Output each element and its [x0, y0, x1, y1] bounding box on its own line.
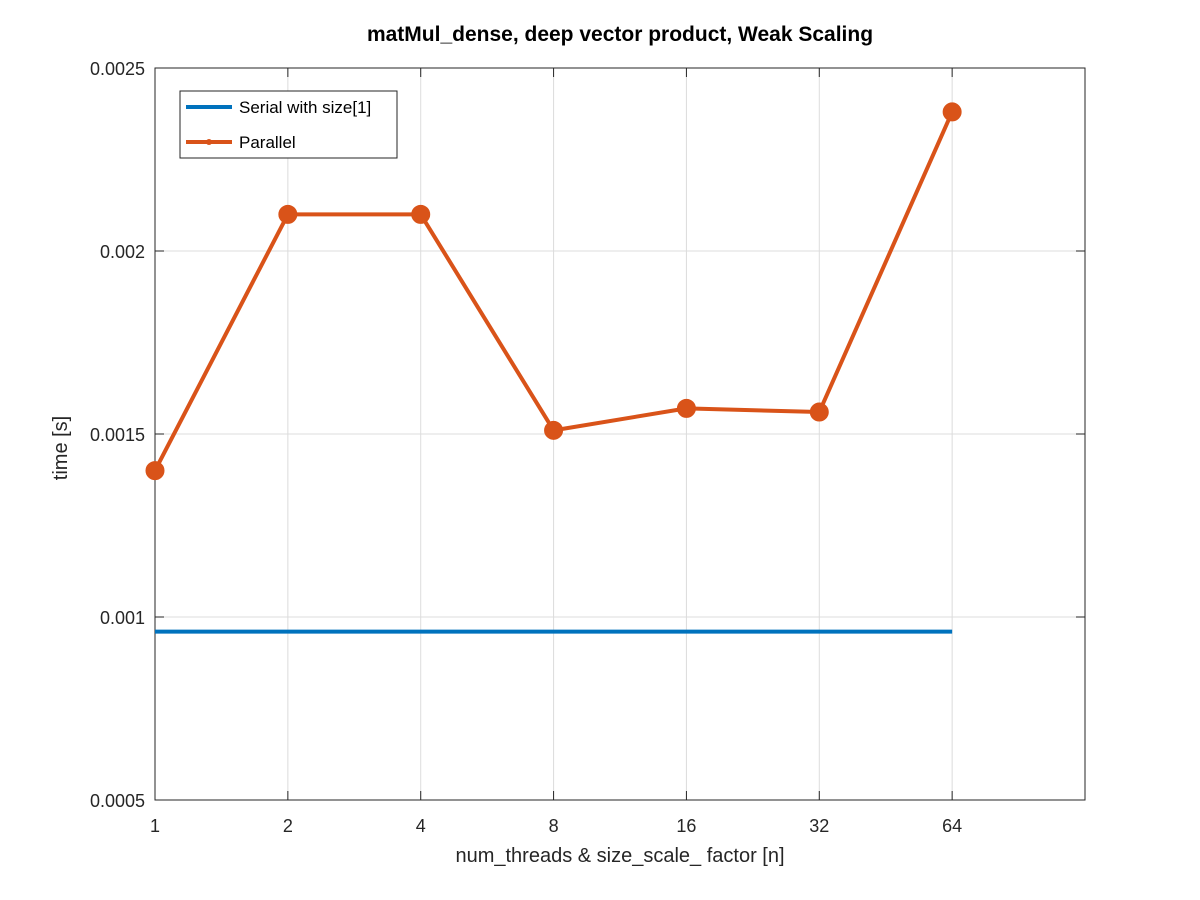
x-tick-label: 4	[416, 816, 426, 836]
legend-marker-parallel	[206, 139, 212, 145]
y-tick-label: 0.0005	[90, 791, 145, 811]
y-tick-label: 0.0025	[90, 59, 145, 79]
data-point	[278, 204, 298, 224]
series	[145, 102, 962, 634]
data-point	[942, 102, 962, 122]
x-tick-label: 16	[676, 816, 696, 836]
x-axis-label: num_threads & size_scale_ factor [n]	[455, 845, 784, 867]
legend: Serial with size[1] Parallel	[179, 90, 398, 159]
y-axis-label: time [s]	[50, 416, 72, 480]
x-tick-label: 8	[549, 816, 559, 836]
chart-title: matMul_dense, deep vector product, Weak …	[367, 23, 873, 46]
x-tick-label: 64	[942, 816, 962, 836]
y-tick-label: 0.001	[100, 608, 145, 628]
data-point	[676, 398, 696, 418]
x-tick-label: 32	[809, 816, 829, 836]
data-point	[809, 402, 829, 422]
data-point	[544, 420, 564, 440]
data-point	[145, 461, 165, 481]
plot-frame	[154, 67, 1086, 801]
legend-box	[179, 90, 398, 159]
y-tick-label: 0.002	[100, 242, 145, 262]
y-tick-label: 0.0015	[90, 425, 145, 445]
y-tick-labels: 0.0005 0.001 0.0015 0.002 0.0025	[90, 59, 145, 811]
legend-label-serial: Serial with size[1]	[239, 98, 371, 117]
data-point	[411, 204, 431, 224]
legend-label-parallel: Parallel	[239, 133, 296, 152]
x-tick-label: 1	[150, 816, 160, 836]
x-tick-labels: 1 2 4 8 16 32 64	[150, 816, 962, 836]
x-tick-label: 2	[283, 816, 293, 836]
